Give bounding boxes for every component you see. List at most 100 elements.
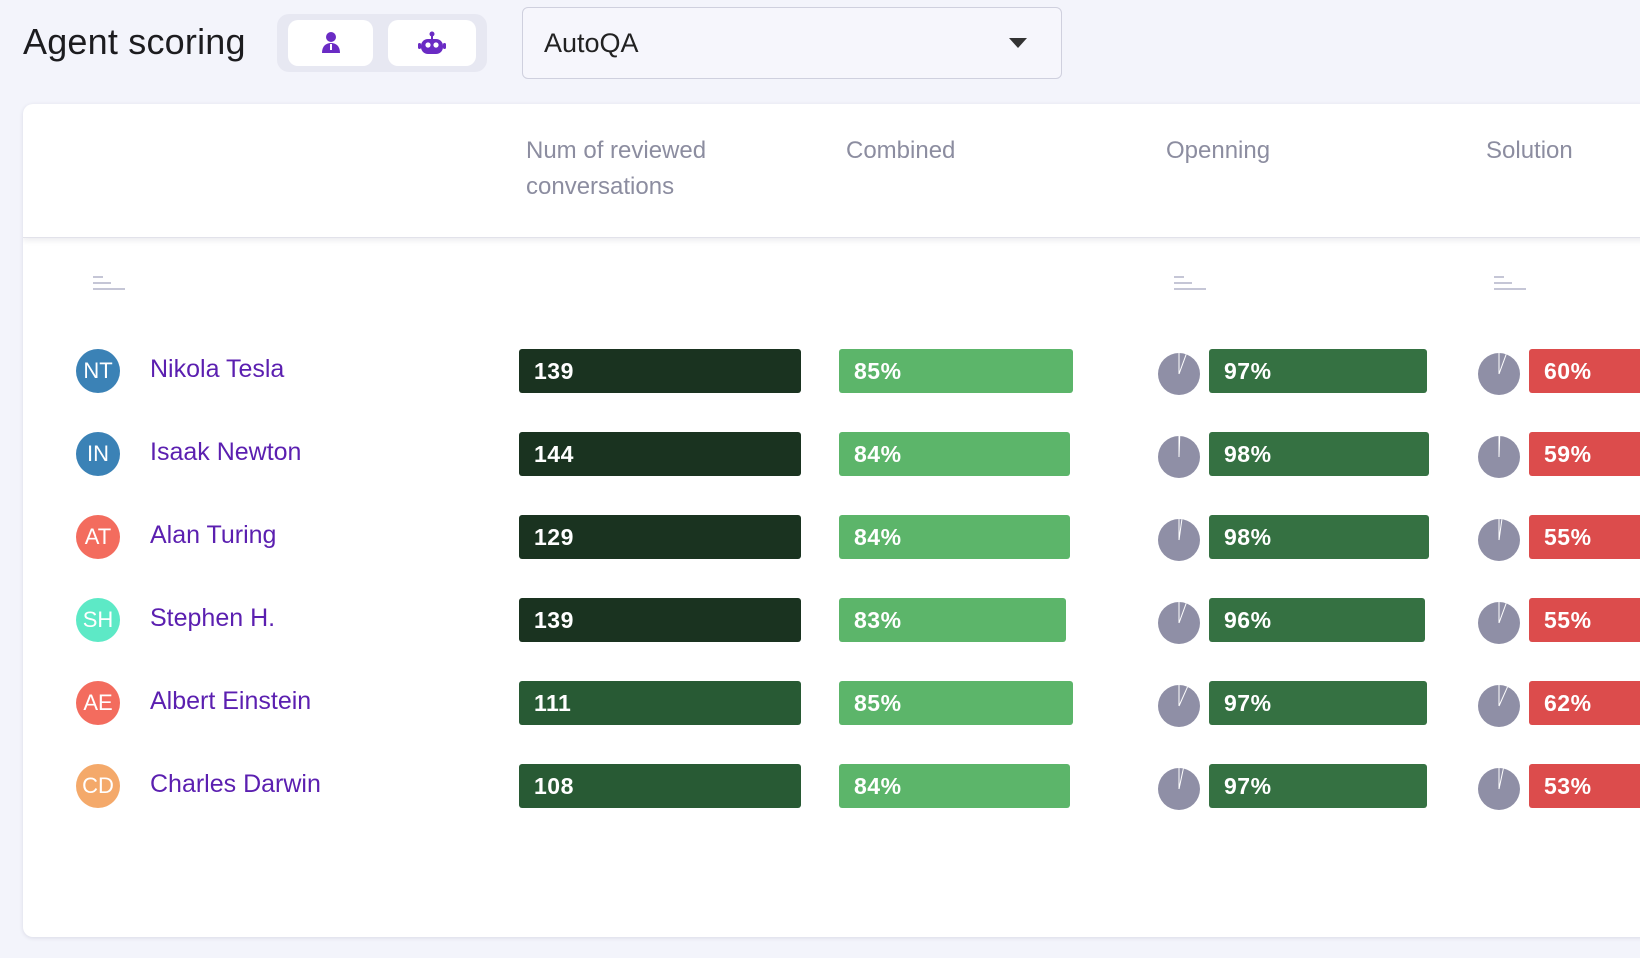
combined-score-bar: 84% [839, 432, 1070, 476]
solution-score-value: 53% [1544, 772, 1592, 799]
avatar: IN [76, 432, 120, 476]
sort-solution-icon[interactable] [1494, 272, 1528, 298]
avatar: CD [76, 764, 120, 808]
chevron-down-icon [1009, 38, 1027, 48]
solution-score-value: 60% [1544, 357, 1592, 384]
score-trend-pie-icon [1478, 685, 1520, 727]
solution-score-bar: 55% [1529, 598, 1640, 642]
combined-score-value: 84% [854, 523, 902, 550]
sort-openning-icon[interactable] [1174, 272, 1208, 298]
source-select-value: AutoQA [544, 27, 639, 58]
score-trend-pie-icon [1478, 353, 1520, 395]
robot-icon [418, 31, 446, 54]
combined-score-bar: 84% [839, 515, 1070, 559]
reviewed-count-value: 139 [534, 606, 574, 633]
score-trend-pie-icon [1158, 685, 1200, 727]
page-title: Agent scoring [23, 21, 246, 62]
agent-name-link[interactable]: Charles Darwin [150, 770, 321, 798]
combined-score-value: 85% [854, 689, 902, 716]
table-row[interactable]: AT Alan Turing 129 84% 98% [23, 513, 1640, 563]
score-trend-pie-icon [1478, 436, 1520, 478]
table-row[interactable]: IN Isaak Newton 144 84% 98% [23, 430, 1640, 480]
avatar-initials: SH [82, 607, 114, 632]
score-trend-pie-icon [1158, 768, 1200, 810]
reviewed-count-value: 144 [534, 440, 574, 467]
column-header-openning[interactable]: Openning [1166, 137, 1271, 164]
table-row[interactable]: NT Nikola Tesla 139 85% 97% [23, 347, 1640, 397]
combined-score-value: 84% [854, 772, 902, 799]
openning-score-bar: 97% [1209, 681, 1427, 725]
score-trend-pie-icon [1478, 519, 1520, 561]
agent-scores-table: Num of reviewed conversations Combined O… [23, 104, 1640, 937]
openning-score-bar: 97% [1209, 349, 1427, 393]
score-trend-pie-icon [1158, 353, 1200, 395]
reviewed-count-bar: 144 [519, 432, 801, 476]
avatar-initials: CD [82, 773, 114, 798]
view-toggle [277, 14, 487, 72]
reviewed-count-bar: 139 [519, 598, 801, 642]
reviewed-count-bar: 129 [519, 515, 801, 559]
agent-name-link[interactable]: Alan Turing [150, 521, 277, 549]
agent-view-button[interactable] [288, 20, 373, 66]
avatar-initials: AT [84, 524, 112, 549]
solution-score-bar: 60% [1529, 349, 1640, 393]
openning-score-value: 98% [1224, 440, 1272, 467]
column-header-solution[interactable]: Solution [1486, 137, 1573, 164]
avatar-initials: AE [83, 690, 113, 715]
agent-name-link[interactable]: Isaak Newton [150, 438, 302, 466]
combined-score-bar: 85% [839, 681, 1073, 725]
agent-name-link[interactable]: Stephen H. [150, 604, 276, 632]
autoqa-view-button[interactable] [388, 20, 476, 66]
solution-score-value: 55% [1544, 523, 1592, 550]
solution-score-bar: 53% [1529, 764, 1640, 808]
score-trend-pie-icon [1478, 602, 1520, 644]
source-select[interactable]: AutoQA [522, 7, 1062, 79]
combined-score-value: 85% [854, 357, 902, 384]
reviewed-count-value: 108 [534, 772, 574, 799]
reviewed-count-bar: 139 [519, 349, 801, 393]
column-header-reviewed[interactable]: Num of reviewed conversations [526, 137, 707, 200]
column-header-combined[interactable]: Combined [846, 137, 956, 164]
avatar: NT [76, 349, 120, 393]
avatar: AE [76, 681, 120, 725]
solution-score-value: 59% [1544, 440, 1592, 467]
reviewed-count-value: 129 [534, 523, 574, 550]
openning-score-value: 96% [1224, 606, 1272, 633]
table-row[interactable]: CD Charles Darwin 108 84% 97% [23, 762, 1640, 812]
openning-score-value: 97% [1224, 357, 1272, 384]
openning-score-bar: 96% [1209, 598, 1425, 642]
solution-score-bar: 55% [1529, 515, 1640, 559]
table-row[interactable]: AE Albert Einstein 111 85% 97% [23, 679, 1640, 729]
combined-score-value: 84% [854, 440, 902, 467]
person-icon [321, 32, 340, 53]
avatar-initials: IN [87, 441, 109, 466]
solution-score-bar: 62% [1529, 681, 1640, 725]
score-trend-pie-icon [1158, 519, 1200, 561]
openning-score-bar: 98% [1209, 432, 1429, 476]
avatar: SH [76, 598, 120, 642]
combined-score-bar: 84% [839, 764, 1070, 808]
reviewed-count-value: 139 [534, 357, 574, 384]
openning-score-value: 97% [1224, 772, 1272, 799]
reviewed-count-bar: 108 [519, 764, 801, 808]
solution-score-value: 62% [1544, 689, 1592, 716]
agent-name-link[interactable]: Nikola Tesla [150, 355, 285, 383]
solution-score-bar: 59% [1529, 432, 1640, 476]
agent-name-link[interactable]: Albert Einstein [150, 687, 312, 715]
reviewed-count-bar: 111 [519, 681, 801, 725]
combined-score-value: 83% [854, 606, 902, 633]
table-row[interactable]: SH Stephen H. 139 83% 96% [23, 596, 1640, 646]
table-header: Num of reviewed conversations Combined O… [23, 104, 1640, 238]
score-trend-pie-icon [1158, 602, 1200, 644]
openning-score-bar: 97% [1209, 764, 1427, 808]
score-trend-pie-icon [1478, 768, 1520, 810]
combined-score-bar: 83% [839, 598, 1066, 642]
avatar: AT [76, 515, 120, 559]
avatar-initials: NT [83, 358, 113, 383]
openning-score-value: 97% [1224, 689, 1272, 716]
reviewed-count-value: 111 [534, 689, 572, 716]
sort-name-icon[interactable] [93, 272, 127, 298]
combined-score-bar: 85% [839, 349, 1073, 393]
openning-score-bar: 98% [1209, 515, 1429, 559]
openning-score-value: 98% [1224, 523, 1272, 550]
